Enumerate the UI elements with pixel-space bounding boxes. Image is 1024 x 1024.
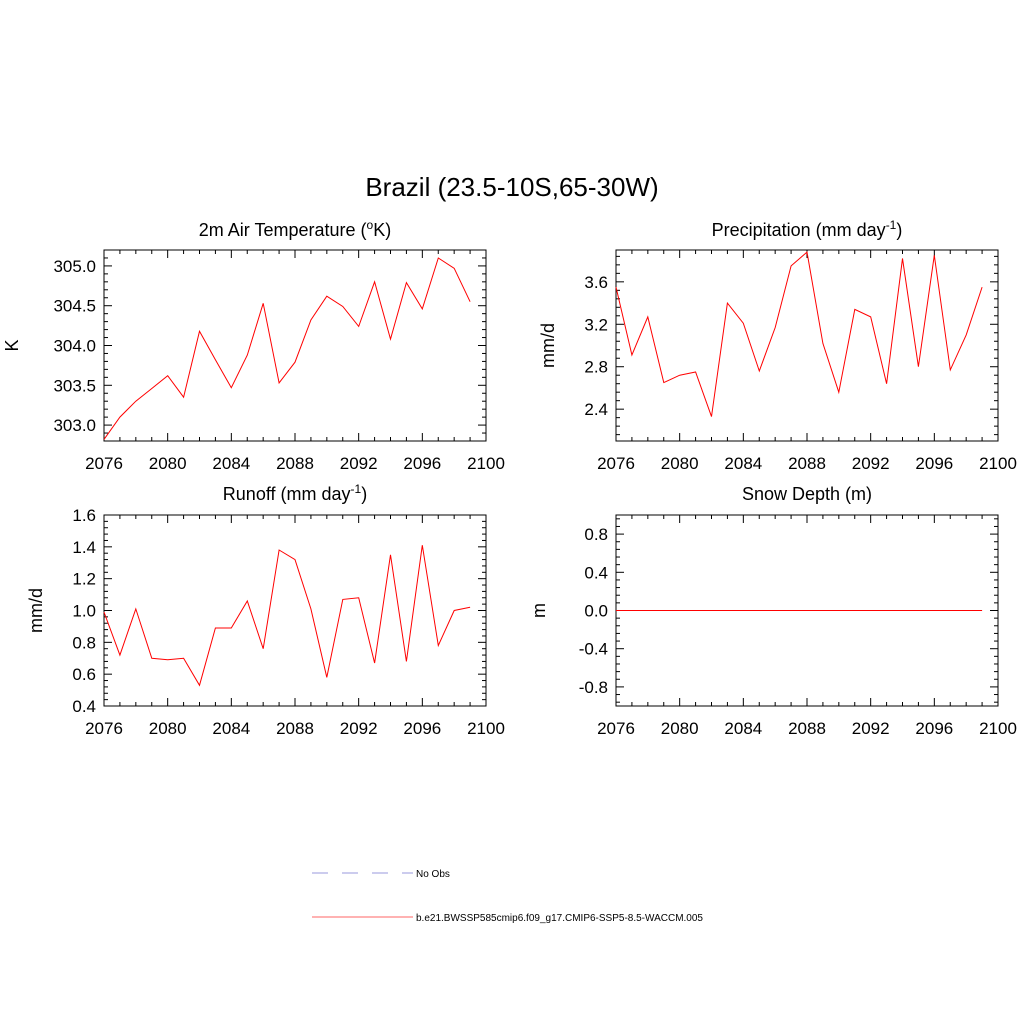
y-tick-label: 1.4 [72,538,96,557]
y-tick-label: 303.0 [53,416,96,435]
panel-title-runoff: Runoff (mm day-1) [223,482,367,504]
y-tick-label: 305.0 [53,257,96,276]
y-tick-label: 1.0 [72,602,96,621]
figure-title: Brazil (23.5-10S,65-30W) [365,172,658,202]
panel-title-air-temperature: 2m Air Temperature (oK) [199,218,391,240]
x-tick-label: 2092 [852,719,890,738]
x-tick-label: 2076 [597,719,635,738]
x-tick-label: 2096 [915,719,953,738]
y-tick-label: 2.4 [584,400,608,419]
x-tick-label: 2076 [85,719,123,738]
x-tick-label: 2084 [724,719,762,738]
x-tick-label: 2092 [340,454,378,473]
y-axis-label-air-temperature: K [2,339,22,351]
y-tick-label: 3.6 [584,273,608,292]
plot-frame-air-temperature [103,249,487,442]
y-tick-label: 0.6 [72,665,96,684]
legend: No Obs b.e21.BWSSP585cmip6.f09_g17.CMIP6… [312,869,703,924]
y-tick-label: 1.6 [72,506,96,525]
x-tick-label: 2096 [915,454,953,473]
y-tick-label: 1.2 [72,570,96,589]
x-tick-label: 2088 [788,454,826,473]
y-tick-label: -0.8 [579,678,608,697]
x-tick-label: 2076 [85,454,123,473]
y-tick-label: 3.2 [584,315,608,334]
x-tick-label: 2084 [212,719,250,738]
y-axis-label-snow-depth: m [529,603,549,618]
x-tick-label: 2088 [788,719,826,738]
y-tick-label: 0.8 [584,525,608,544]
panel-title-precipitation: Precipitation (mm day-1) [712,218,903,240]
series-line-air-temperature [103,257,471,440]
plot-frame-precipitation [615,249,999,442]
y-axis-label-precipitation: mm/d [538,323,558,368]
series-line-runoff [103,545,471,687]
plot-frame-runoff [103,514,487,707]
x-tick-label: 2088 [276,454,314,473]
y-tick-label: 2.8 [584,358,608,377]
x-tick-label: 2092 [852,454,890,473]
y-tick-label: 303.5 [53,376,96,395]
x-tick-label: 2096 [403,454,441,473]
x-tick-label: 2084 [212,454,250,473]
legend-label-model-run: b.e21.BWSSP585cmip6.f09_g17.CMIP6-SSP5-8… [416,913,703,924]
panel-air-temperature: 2m Air Temperature (oK) 303.0 303.5 304.0 30… [2,218,505,473]
series-line-precipitation [615,251,983,417]
x-tick-label: 2080 [661,454,699,473]
y-axis-label-runoff: mm/d [26,588,46,633]
x-tick-label: 2076 [597,454,635,473]
x-tick-label: 2080 [149,719,187,738]
panels-container: 2m Air Temperature (oK) 303.0 303.5 304.0 30… [2,218,1017,738]
y-tick-label: 0.4 [72,697,96,716]
x-tick-label: 2096 [403,719,441,738]
x-tick-label: 2080 [661,719,699,738]
x-tick-label: 2080 [149,454,187,473]
y-tick-label: 304.0 [53,337,96,356]
y-tick-label: -0.4 [579,640,608,659]
x-tick-label: 2088 [276,719,314,738]
y-tick-label: 304.5 [53,297,96,316]
y-tick-label: 0.8 [72,633,96,652]
panel-precipitation: Precipitation (mm day-1) 2.4 2.8 3.2 3.6 2076… [538,218,1017,473]
y-tick-label: 0.0 [584,602,608,621]
x-tick-label: 2084 [724,454,762,473]
x-tick-label: 2092 [340,719,378,738]
y-tick-label: 0.4 [584,563,608,582]
x-tick-label: 2100 [979,719,1017,738]
panel-runoff: Runoff (mm day-1) 0.4 0.6 0.8 1.0 1.2 1.4 1.6 20… [26,482,505,738]
panel-snow-depth: Snow Depth (m) -0.8 -0.4 0.0 0.4 0.8 2076 2080 2… [529,484,1017,738]
panel-title-snow-depth: Snow Depth (m) [742,484,872,504]
x-tick-label: 2100 [467,454,505,473]
x-tick-label: 2100 [979,454,1017,473]
legend-label-no-obs: No Obs [416,869,450,880]
x-tick-label: 2100 [467,719,505,738]
